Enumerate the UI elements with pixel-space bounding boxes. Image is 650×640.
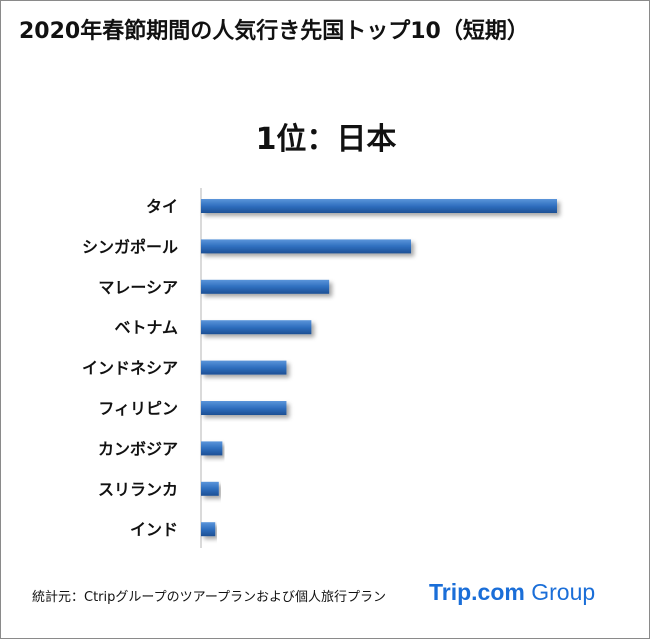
bar-7 (201, 441, 223, 456)
category-label-3: マレーシア (98, 278, 178, 297)
chart-title: 2020年春節期間の人気行き先国トップ10（短期） (19, 19, 529, 44)
category-label-4: ベトナム (114, 318, 178, 337)
category-label-9: インド (130, 520, 178, 539)
bar-6 (201, 401, 287, 415)
chart-subtitle: 1位：日本 (255, 122, 397, 157)
bar-1 (201, 199, 557, 213)
category-label-7: カンボジア (98, 439, 178, 458)
category-label-6: フィリピン (98, 399, 178, 418)
logo-trip-text: Trip.com (429, 579, 525, 605)
bar-9 (201, 522, 216, 537)
category-label-2: シンガポール (82, 237, 178, 256)
source-note: 統計元：Ctripグループのツアープランおよび個人旅行プラン (32, 590, 387, 605)
logo-group-text: Group (524, 579, 596, 605)
category-label-1: タイ (146, 197, 178, 216)
category-label-5: インドネシア (82, 359, 178, 378)
bar-8 (201, 481, 219, 496)
bar-3 (201, 279, 330, 294)
category-label-8: スリランカ (98, 480, 178, 499)
trip-com-group-logo: Trip.com Group (429, 579, 595, 606)
bar-4 (201, 320, 312, 335)
bar-2 (201, 239, 412, 254)
bar-5 (201, 360, 287, 375)
